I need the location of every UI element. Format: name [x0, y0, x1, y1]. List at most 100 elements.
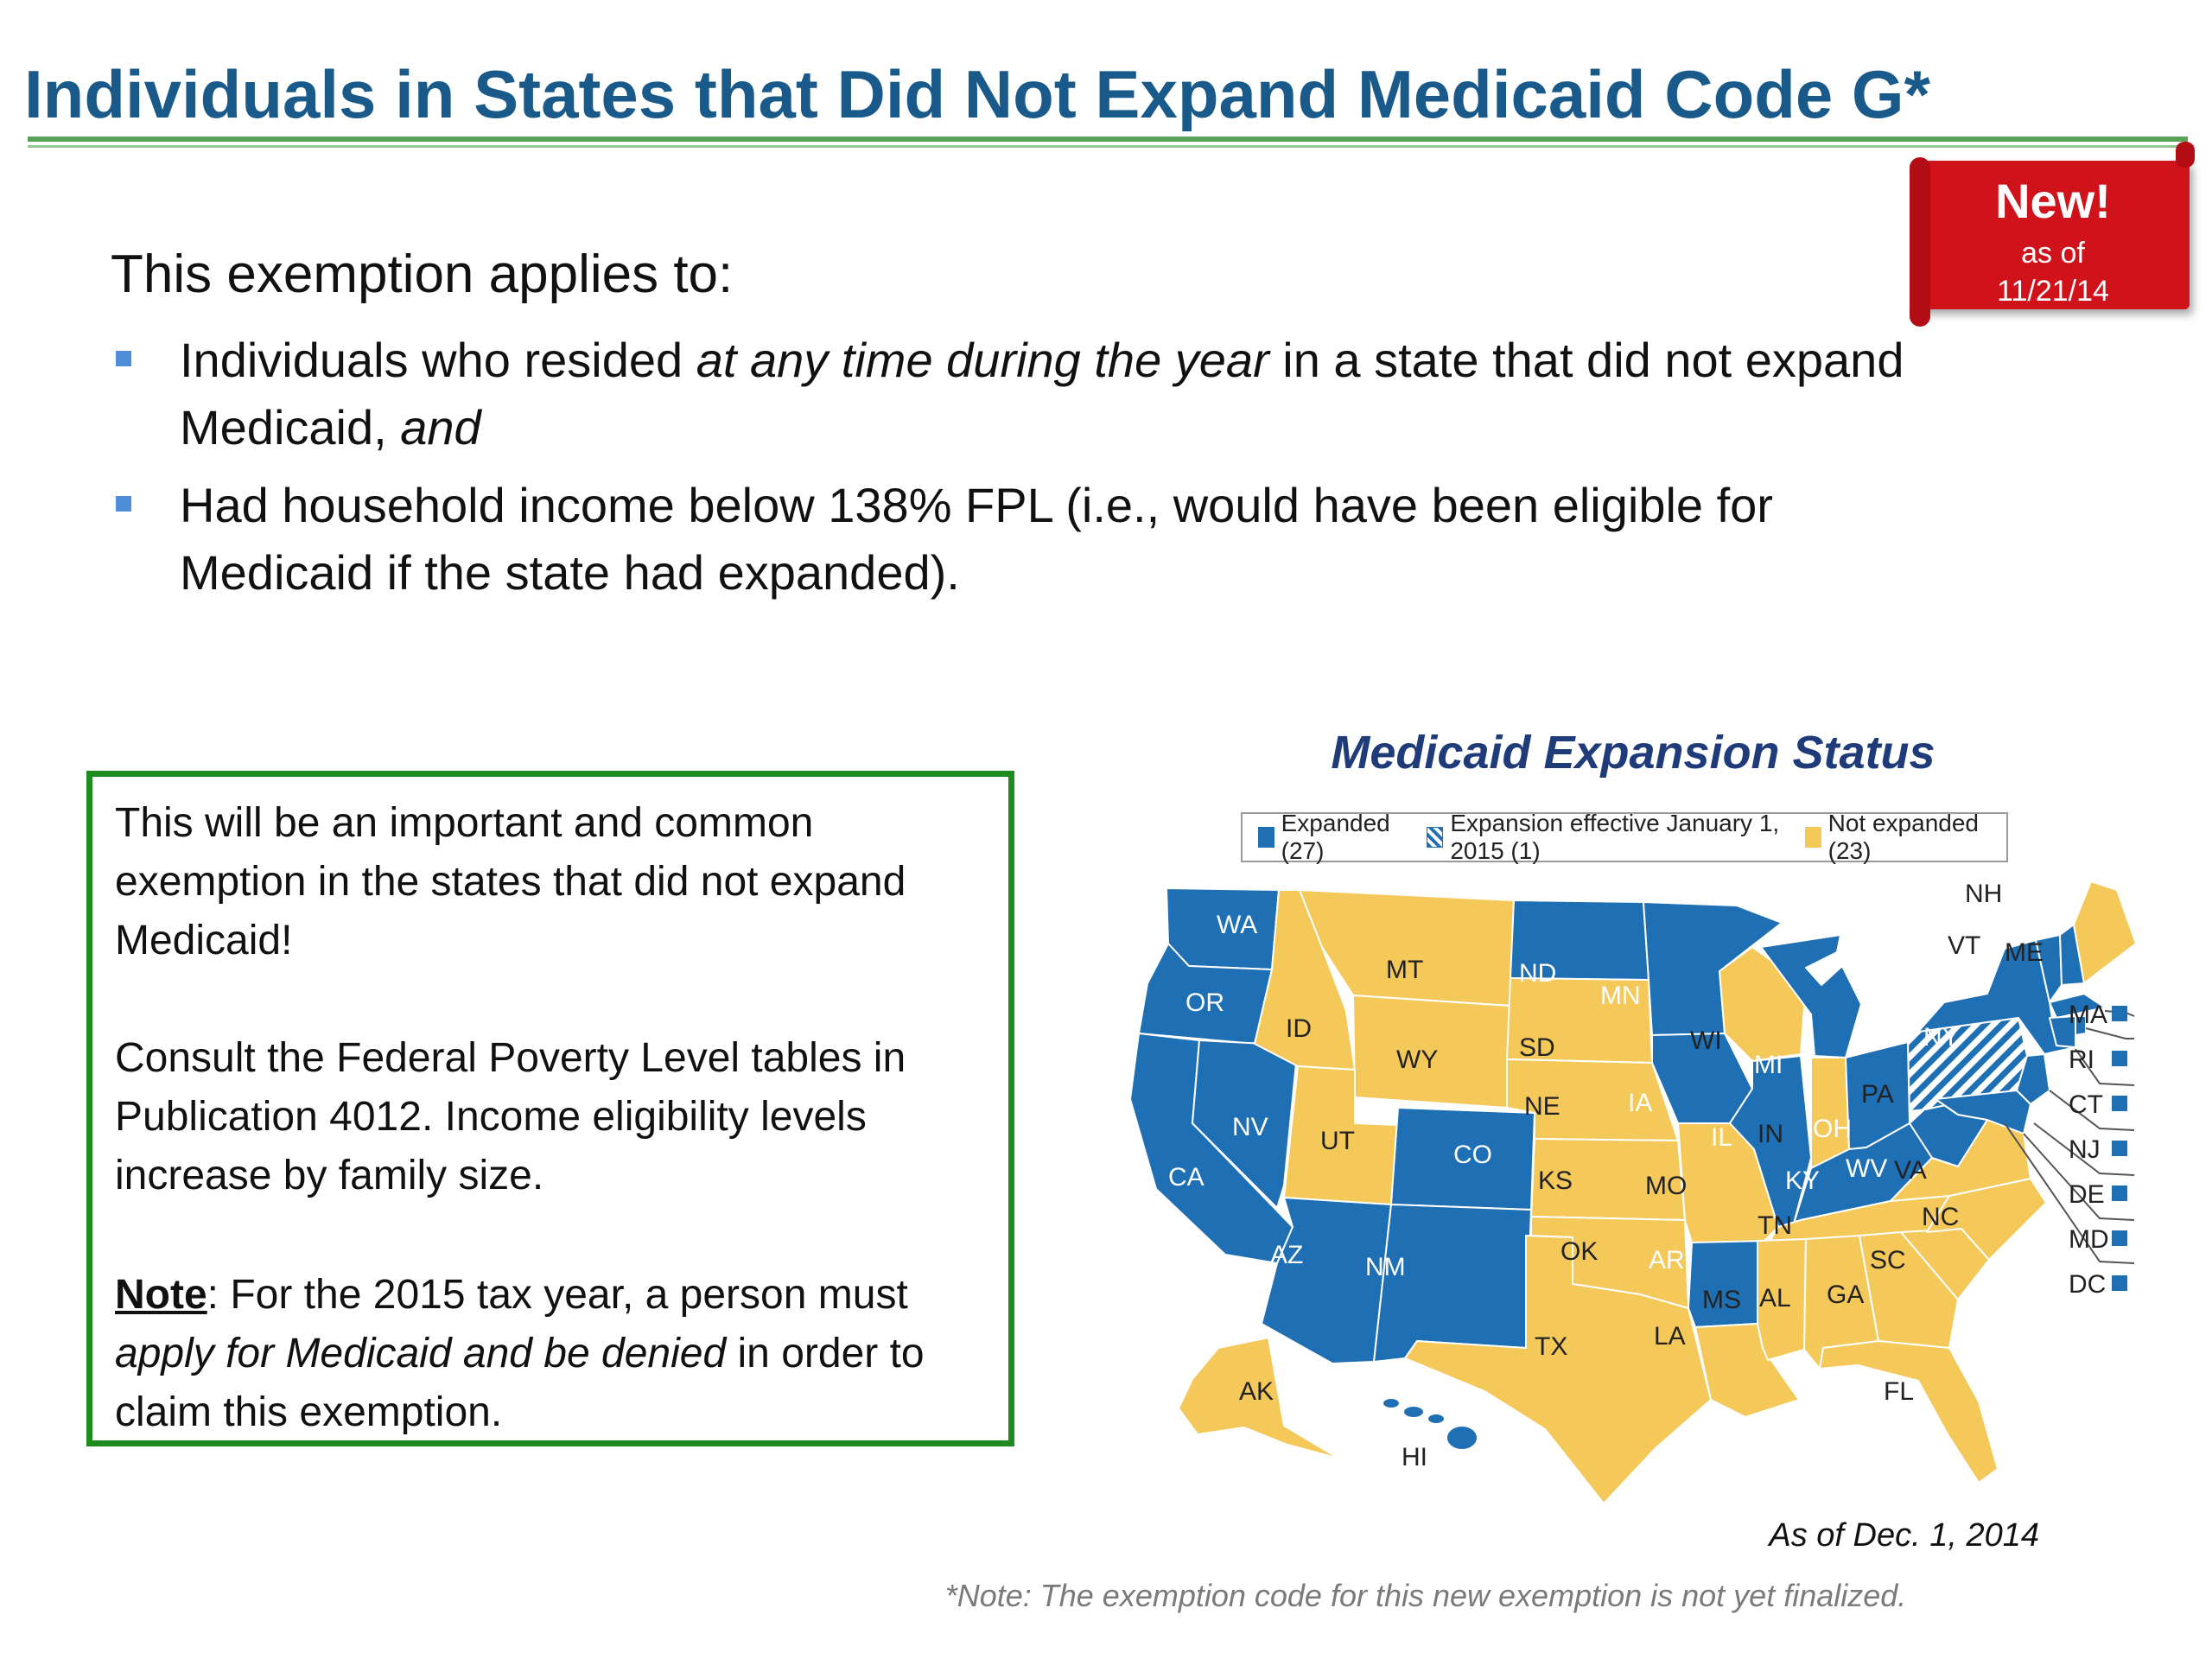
state-nj	[2016, 1053, 2050, 1105]
badge-date: 11/21/14	[1997, 275, 2109, 308]
legend-item-expanded: Expanded (27)	[1258, 810, 1404, 865]
legend-item-not-expanded: Not expanded (23)	[1804, 810, 1984, 865]
bullet-text: Individuals who resided	[180, 333, 696, 387]
state-label-ut: UT	[1320, 1127, 1355, 1155]
state-label-wa: WA	[1217, 911, 1257, 939]
state-label-sc: SC	[1870, 1246, 1906, 1274]
state-label-oh: OH	[1813, 1115, 1852, 1143]
map-legend: Expanded (27) Expansion effective Januar…	[1241, 810, 2008, 865]
state-nm	[1373, 1204, 1532, 1363]
new-badge: New! as of 11/21/14	[1910, 142, 2195, 327]
state-ma	[2049, 993, 2106, 1019]
state-label-wy: WY	[1396, 1046, 1438, 1074]
small-state-label-nj: NJ	[2069, 1135, 2101, 1164]
small-state-label-ct: CT	[2069, 1090, 2103, 1119]
bullet-square-icon	[116, 351, 131, 366]
small-state-swatch	[2112, 1006, 2127, 1021]
state-me	[2073, 880, 2137, 984]
legend-label: Not expanded (23)	[1827, 810, 1979, 864]
small-state-label-md: MD	[2069, 1225, 2109, 1254]
state-ri	[2075, 1015, 2087, 1036]
callout-box: This will be an important and common exe…	[86, 771, 1014, 1446]
state-label-mt: MT	[1386, 956, 1423, 984]
state-label-ks: KS	[1538, 1166, 1573, 1195]
state-label-ok: OK	[1560, 1237, 1598, 1266]
badge-label: New!	[1995, 174, 2111, 228]
state-label-ny: NY	[1923, 1023, 1960, 1052]
state-ar	[1688, 1240, 1769, 1328]
state-tx	[1404, 1235, 1712, 1503]
state-ct	[2049, 1015, 2076, 1048]
state-label-sd: SD	[1519, 1033, 1555, 1062]
small-state-swatch	[2112, 1275, 2127, 1291]
state-label-ca: CA	[1168, 1163, 1205, 1192]
state-mi	[1760, 934, 1862, 1058]
note-emphasis: apply for Medicaid and be denied	[115, 1331, 727, 1376]
state-label-nd: ND	[1519, 959, 1556, 988]
state-label-tn: TN	[1758, 1211, 1792, 1240]
state-label-ms: MS	[1702, 1286, 1741, 1314]
state-label-nh: NH	[1965, 880, 2002, 908]
state-label-or: OR	[1185, 988, 1224, 1017]
state-fl	[1819, 1340, 1999, 1484]
bullet-item: Had household income below 138% FPL (i.e…	[111, 472, 1942, 607]
legend-swatch-expanded	[1258, 827, 1274, 848]
state-label-ne: NE	[1524, 1092, 1560, 1121]
state-label-ga: GA	[1827, 1281, 1864, 1309]
title-divider-thin	[28, 145, 2188, 148]
state-label-la: LA	[1654, 1322, 1686, 1351]
badge-curl	[1910, 157, 1930, 327]
small-state-label-de: DE	[2069, 1180, 2105, 1209]
state-label-mi: MI	[1754, 1051, 1783, 1079]
state-label-va: VA	[1894, 1156, 1927, 1185]
state-label-pa: PA	[1861, 1080, 1894, 1109]
page-title: Individuals in States that Did Not Expan…	[24, 56, 1930, 132]
badge-curl-top	[2176, 142, 2195, 168]
us-map: WA OR CA NV ID MT WY UT AZ CO NM ND SD N…	[1129, 880, 2137, 1503]
legend-swatch-hatched	[1427, 827, 1444, 848]
legend-item-effective: Expansion effective January 1, 2015 (1)	[1427, 810, 1783, 865]
bullet-emphasis: at any time during the year	[696, 333, 1269, 387]
callout-paragraph: Consult the Federal Poverty Level tables…	[115, 1035, 906, 1198]
state-label-hi: HI	[1402, 1443, 1427, 1471]
state-label-ak: AK	[1239, 1377, 1274, 1406]
map-title: Medicaid Expansion Status	[1331, 727, 1936, 779]
state-ak	[1178, 1337, 1340, 1459]
callout-note: Note: For the 2015 tax year, a person mu…	[115, 1266, 1014, 1442]
bullet-square-icon	[116, 496, 131, 512]
intro-text: This exemption applies to:	[111, 245, 734, 304]
state-ga	[1859, 1231, 1959, 1349]
small-state-label-ma: MA	[2069, 1001, 2107, 1029]
state-label-tx: TX	[1535, 1332, 1567, 1361]
state-label-ia: IA	[1628, 1089, 1652, 1117]
state-label-wv: WV	[1846, 1154, 1887, 1183]
state-label-ar: AR	[1649, 1246, 1685, 1274]
bullet-text: in a state that did not expand Medicaid,	[180, 333, 1904, 454]
state-label-mn: MN	[1600, 982, 1641, 1010]
small-state-swatch	[2112, 1141, 2127, 1156]
state-label-vt: VT	[1948, 931, 1980, 960]
state-label-wi: WI	[1690, 1027, 1722, 1055]
badge-sub-line1: as of	[2021, 237, 2085, 270]
state-label-nv: NV	[1232, 1113, 1268, 1141]
state-label-in: IN	[1758, 1120, 1783, 1148]
footnote: *Note: The exemption code for this new e…	[944, 1578, 1907, 1613]
state-label-fl: FL	[1884, 1377, 1914, 1406]
note-text: : For the 2015 tax year, a person must	[207, 1272, 908, 1318]
bullet-emphasis: and	[400, 400, 481, 454]
bullet-item: Individuals who resided at any time duri…	[111, 327, 1942, 461]
state-label-ky: KY	[1785, 1166, 1820, 1195]
state-label-co: CO	[1453, 1141, 1492, 1169]
small-state-label-ri: RI	[2069, 1046, 2094, 1074]
state-hi	[1382, 1397, 1478, 1451]
legend-label: Expanded (27)	[1281, 810, 1390, 864]
state-label-mo: MO	[1645, 1172, 1687, 1200]
note-text: in order to claim this exemption.	[115, 1331, 925, 1435]
state-label-il: IL	[1711, 1123, 1732, 1152]
state-label-id: ID	[1286, 1014, 1312, 1043]
small-state-swatch	[2112, 1230, 2127, 1246]
map-date: As of Dec. 1, 2014	[1769, 1517, 2039, 1554]
state-label-me: ME	[2005, 938, 2044, 967]
state-label-al: AL	[1759, 1284, 1791, 1313]
small-state-swatch	[2112, 1185, 2127, 1201]
